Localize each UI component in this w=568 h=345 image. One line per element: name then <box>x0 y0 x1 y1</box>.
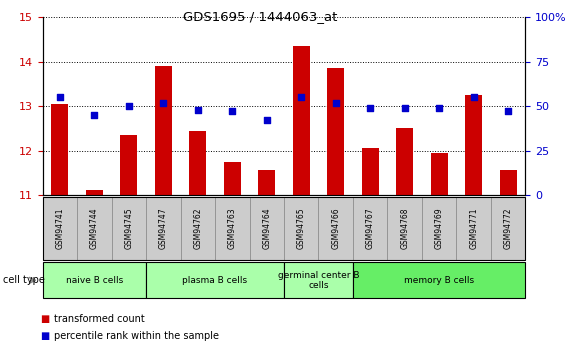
Text: GSM94763: GSM94763 <box>228 208 237 249</box>
Point <box>55 95 64 100</box>
Text: GSM94764: GSM94764 <box>262 208 272 249</box>
Text: GSM94771: GSM94771 <box>469 208 478 249</box>
Text: ■: ■ <box>40 332 49 341</box>
Text: plasma B cells: plasma B cells <box>182 276 248 285</box>
Text: GSM94768: GSM94768 <box>400 208 409 249</box>
Text: GSM94747: GSM94747 <box>159 208 168 249</box>
Text: GSM94766: GSM94766 <box>331 208 340 249</box>
Bar <box>431 153 448 195</box>
Bar <box>51 104 69 195</box>
Point <box>124 104 133 109</box>
Text: GSM94745: GSM94745 <box>124 208 133 249</box>
Point <box>331 100 340 105</box>
Text: cell type: cell type <box>3 275 45 285</box>
Point <box>262 118 272 123</box>
Point <box>366 105 375 111</box>
Text: GSM94772: GSM94772 <box>504 208 513 249</box>
Bar <box>189 130 206 195</box>
Bar <box>293 46 310 195</box>
Text: GSM94767: GSM94767 <box>366 208 375 249</box>
Bar <box>120 135 137 195</box>
Bar <box>154 66 172 195</box>
Text: GSM94744: GSM94744 <box>90 208 99 249</box>
Bar <box>465 95 482 195</box>
Point <box>435 105 444 111</box>
Point <box>504 109 513 114</box>
Bar <box>362 148 379 195</box>
Point <box>228 109 237 114</box>
Text: GSM94765: GSM94765 <box>296 208 306 249</box>
Point <box>400 105 409 111</box>
Text: transformed count: transformed count <box>54 314 145 324</box>
Text: GDS1695 / 1444063_at: GDS1695 / 1444063_at <box>183 10 337 23</box>
Point <box>296 95 306 100</box>
Bar <box>86 190 103 195</box>
Text: GSM94741: GSM94741 <box>55 208 64 249</box>
Point <box>90 112 99 118</box>
Text: ■: ■ <box>40 314 49 324</box>
Bar <box>327 68 344 195</box>
Bar <box>396 128 414 195</box>
Text: memory B cells: memory B cells <box>404 276 474 285</box>
Point <box>469 95 478 100</box>
Text: GSM94769: GSM94769 <box>435 208 444 249</box>
Bar <box>258 170 275 195</box>
Bar <box>224 161 241 195</box>
Point <box>158 100 168 105</box>
Bar <box>499 170 517 195</box>
Text: germinal center B
cells: germinal center B cells <box>278 270 359 290</box>
Text: naive B cells: naive B cells <box>66 276 123 285</box>
Text: percentile rank within the sample: percentile rank within the sample <box>54 332 219 341</box>
Point <box>193 107 202 112</box>
Text: GSM94762: GSM94762 <box>193 208 202 249</box>
